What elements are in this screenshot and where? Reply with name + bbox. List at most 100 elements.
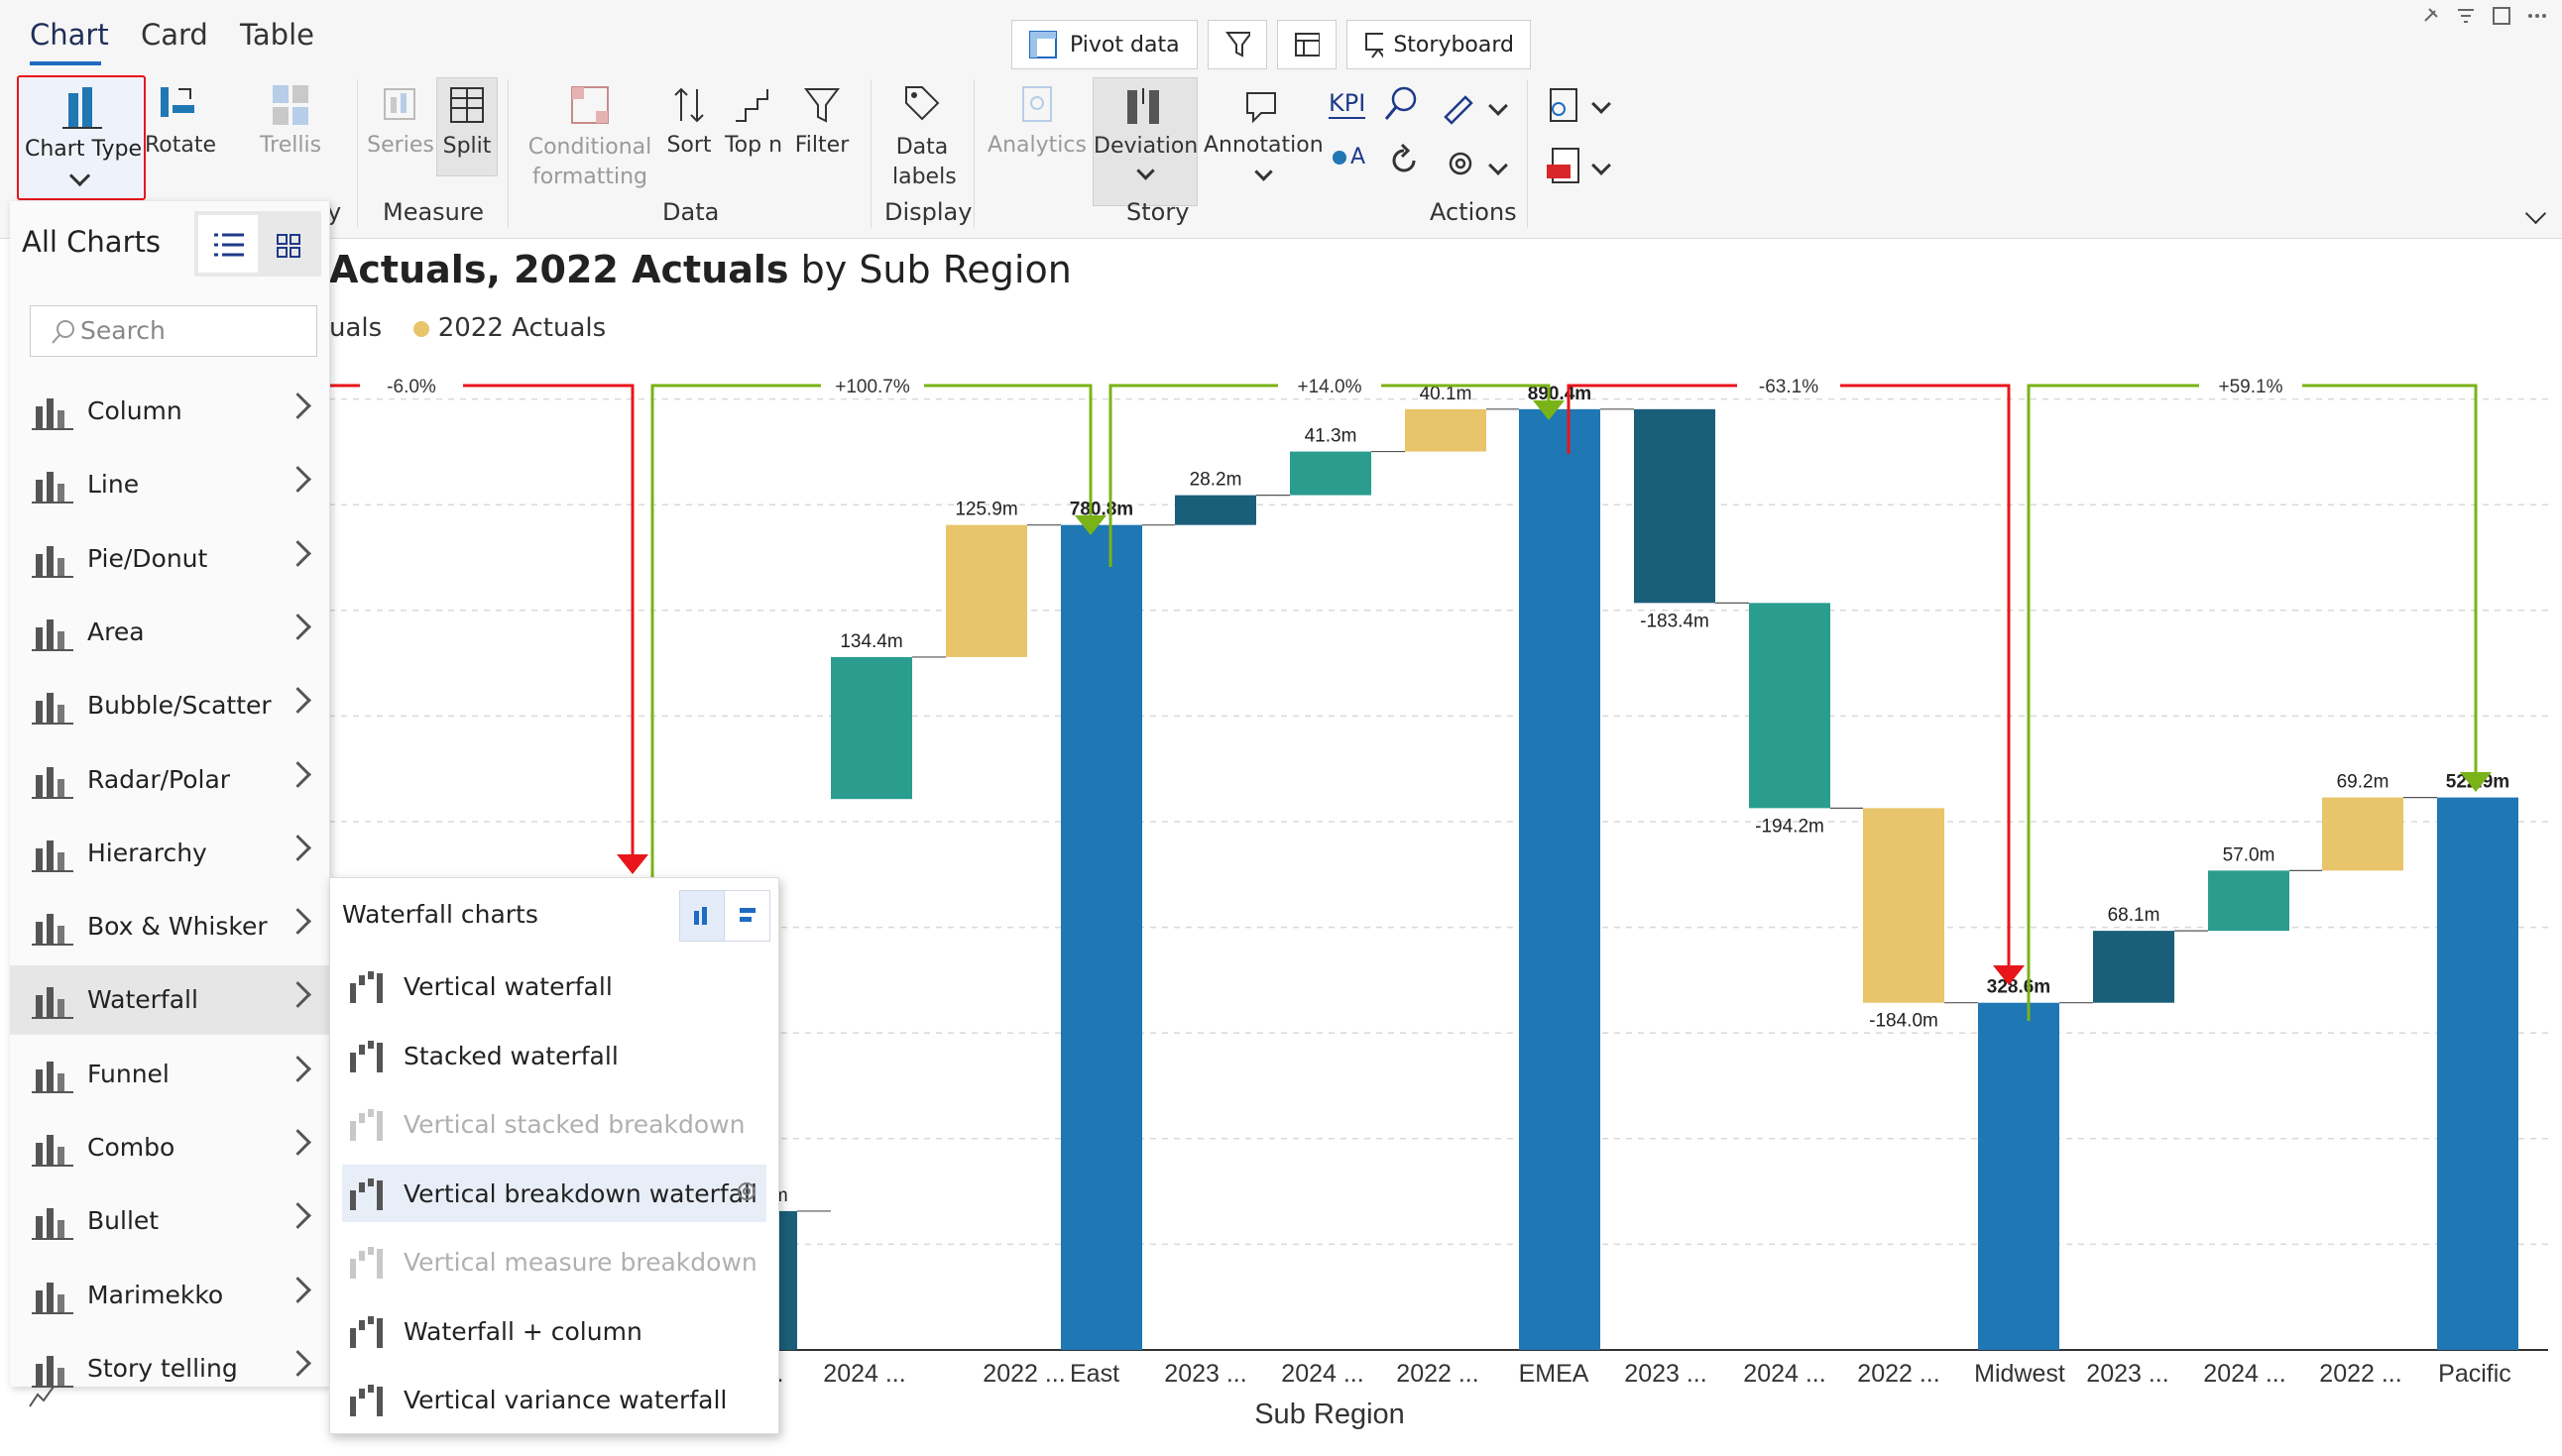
chart-category-bubble[interactable]: Bubble/Scatter bbox=[10, 671, 329, 740]
chart-type-panel: All Charts Search Column Line Pie/Donut Are… bbox=[10, 201, 330, 1407]
waterfall-bar-12 bbox=[1978, 1002, 2059, 1350]
rotate-button[interactable]: Rotate bbox=[145, 83, 216, 158]
waterfall-option-2[interactable]: Stacked waterfall bbox=[342, 1027, 766, 1084]
chevron-right-icon bbox=[285, 1055, 311, 1082]
paint-brush-icon[interactable] bbox=[1440, 87, 1479, 127]
deviation-label: -63.1% bbox=[1759, 377, 1818, 397]
chevron-right-icon bbox=[285, 834, 311, 861]
pivot-data-button[interactable]: Pivot data bbox=[1011, 20, 1198, 69]
waterfall-variant-icon bbox=[348, 1314, 386, 1350]
deviation-label: +100.7% bbox=[835, 377, 910, 397]
waterfall-variant-icon bbox=[348, 1107, 386, 1143]
top-n-button[interactable]: Top n bbox=[720, 83, 787, 158]
combo-icon bbox=[32, 1129, 73, 1167]
waterfall-bar-10 bbox=[1749, 603, 1830, 809]
gear-icon[interactable] bbox=[735, 1179, 758, 1203]
x-tick-label: 2024 ... bbox=[1281, 1360, 1363, 1388]
series-button[interactable]: Series bbox=[367, 83, 434, 158]
chart-category-story-telling[interactable]: Story telling bbox=[10, 1334, 329, 1403]
separator bbox=[357, 79, 358, 228]
chart-category-hierarchy[interactable]: Hierarchy bbox=[10, 819, 329, 888]
export-settings-icon[interactable] bbox=[1545, 85, 1582, 127]
refresh-icon[interactable] bbox=[1386, 143, 1422, 178]
waterfall-bar-9 bbox=[1634, 408, 1715, 604]
chart-category-box-whisker[interactable]: Box & Whisker bbox=[10, 892, 329, 961]
deviation-button[interactable]: Deviation bbox=[1093, 77, 1198, 206]
chart-category-funnel[interactable]: Funnel bbox=[10, 1040, 329, 1109]
filter-button[interactable]: Filter bbox=[791, 83, 853, 158]
chart-title: Actuals, 2022 Actuals by Sub Region bbox=[329, 248, 1072, 291]
bar-data-label: -183.4m bbox=[1640, 611, 1709, 631]
chart-category-combo[interactable]: Combo bbox=[10, 1113, 329, 1182]
more-options-icon[interactable] bbox=[2526, 5, 2548, 27]
storyboard-button[interactable]: Storyboard bbox=[1346, 20, 1531, 69]
conditional-formatting-button[interactable]: Conditional formatting bbox=[516, 83, 664, 192]
legend-item-actuals[interactable]: uals bbox=[329, 313, 383, 343]
gear-icon[interactable] bbox=[1444, 147, 1477, 180]
analytics-button[interactable]: Analytics bbox=[988, 83, 1087, 158]
focus-mode-icon[interactable] bbox=[2491, 5, 2512, 27]
x-tick-label: 2023 ... bbox=[2086, 1360, 2168, 1388]
deviation-label: +14.0% bbox=[1298, 377, 1362, 397]
pivot-data-label: Pivot data bbox=[1070, 32, 1180, 57]
filter-pin-button[interactable] bbox=[1208, 20, 1267, 69]
conditional-formatting-icon bbox=[571, 86, 609, 124]
waterfall-bar-4 bbox=[1061, 524, 1142, 1350]
tab-table[interactable]: Table bbox=[240, 18, 314, 52]
chart-category-waterfall[interactable]: Waterfall bbox=[10, 965, 329, 1036]
chart-category-label: Waterfall bbox=[87, 985, 198, 1015]
grid-view-button[interactable] bbox=[262, 215, 317, 273]
search-icon[interactable] bbox=[1382, 83, 1422, 125]
split-button[interactable]: Split bbox=[436, 77, 498, 176]
chart-category-label: Column bbox=[87, 396, 182, 425]
trellis-icon bbox=[273, 85, 308, 125]
bar-data-label: -194.2m bbox=[1755, 816, 1824, 837]
deviation-arrow bbox=[2460, 772, 2492, 792]
waterfall-option-label: Stacked waterfall bbox=[404, 1041, 619, 1070]
vertical-orientation-button[interactable] bbox=[680, 891, 725, 941]
legend-item-2022-actuals[interactable]: 2022 Actuals bbox=[437, 313, 607, 343]
pivot-icon bbox=[1029, 31, 1057, 58]
pdf-icon[interactable] bbox=[1545, 147, 1582, 188]
sort-button[interactable]: Sort bbox=[666, 83, 712, 158]
trellis-button[interactable]: Trellis bbox=[256, 83, 325, 158]
submenu-title: Waterfall charts bbox=[342, 900, 538, 929]
chart-category-bullet[interactable]: Bullet bbox=[10, 1186, 329, 1256]
chart-category-column[interactable]: Column bbox=[10, 377, 329, 446]
list-view-button[interactable] bbox=[198, 215, 258, 273]
chart-category-marimekko[interactable]: Marimekko bbox=[10, 1261, 329, 1330]
tab-chart[interactable]: Chart bbox=[30, 18, 109, 52]
search-input[interactable]: Search bbox=[30, 305, 317, 357]
kpi-button[interactable]: KPI bbox=[1329, 89, 1366, 119]
waterfall-option-1[interactable]: Vertical waterfall bbox=[342, 957, 766, 1015]
waterfall-bar-15 bbox=[2322, 797, 2403, 871]
waterfall-option-4[interactable]: Vertical breakdown waterfall bbox=[342, 1164, 766, 1222]
pin-icon[interactable] bbox=[2419, 5, 2441, 27]
conditional-formatting-label: Conditional formatting bbox=[527, 135, 652, 189]
top-n-icon bbox=[736, 89, 768, 122]
chart-settings-icon[interactable] bbox=[26, 1381, 58, 1412]
search-icon bbox=[52, 320, 74, 344]
chart-category-line[interactable]: Line bbox=[10, 450, 329, 519]
table-edit-button[interactable] bbox=[1277, 20, 1337, 69]
hierarchy-icon bbox=[32, 835, 73, 872]
horizontal-orientation-button[interactable] bbox=[726, 891, 769, 941]
waterfall-option-7[interactable]: Vertical variance waterfall bbox=[342, 1371, 766, 1428]
chart-category-label: Marimekko bbox=[87, 1280, 224, 1309]
waterfall-option-6[interactable]: Waterfall + column bbox=[342, 1302, 766, 1360]
chart-category-area[interactable]: Area bbox=[10, 598, 329, 667]
series-label: Series bbox=[367, 133, 434, 158]
orientation-toggle bbox=[679, 890, 770, 942]
chart-category-radar[interactable]: Radar/Polar bbox=[10, 745, 329, 815]
a-label[interactable]: A bbox=[1350, 145, 1366, 169]
waterfall-option-label: Waterfall + column bbox=[404, 1316, 642, 1346]
data-labels-button[interactable]: Data labels bbox=[890, 83, 957, 192]
tab-card[interactable]: Card bbox=[141, 18, 208, 52]
group-label-measure: Measure bbox=[383, 198, 484, 226]
filter-lines-icon[interactable] bbox=[2455, 5, 2477, 27]
box-whisker-icon bbox=[32, 908, 73, 947]
chart-category-pie[interactable]: Pie/Donut bbox=[10, 524, 329, 594]
x-tick-label: 2024 ... bbox=[823, 1360, 905, 1388]
annotation-button[interactable]: Annotation bbox=[1204, 83, 1324, 181]
chart-type-button[interactable]: Chart Type bbox=[17, 75, 146, 200]
